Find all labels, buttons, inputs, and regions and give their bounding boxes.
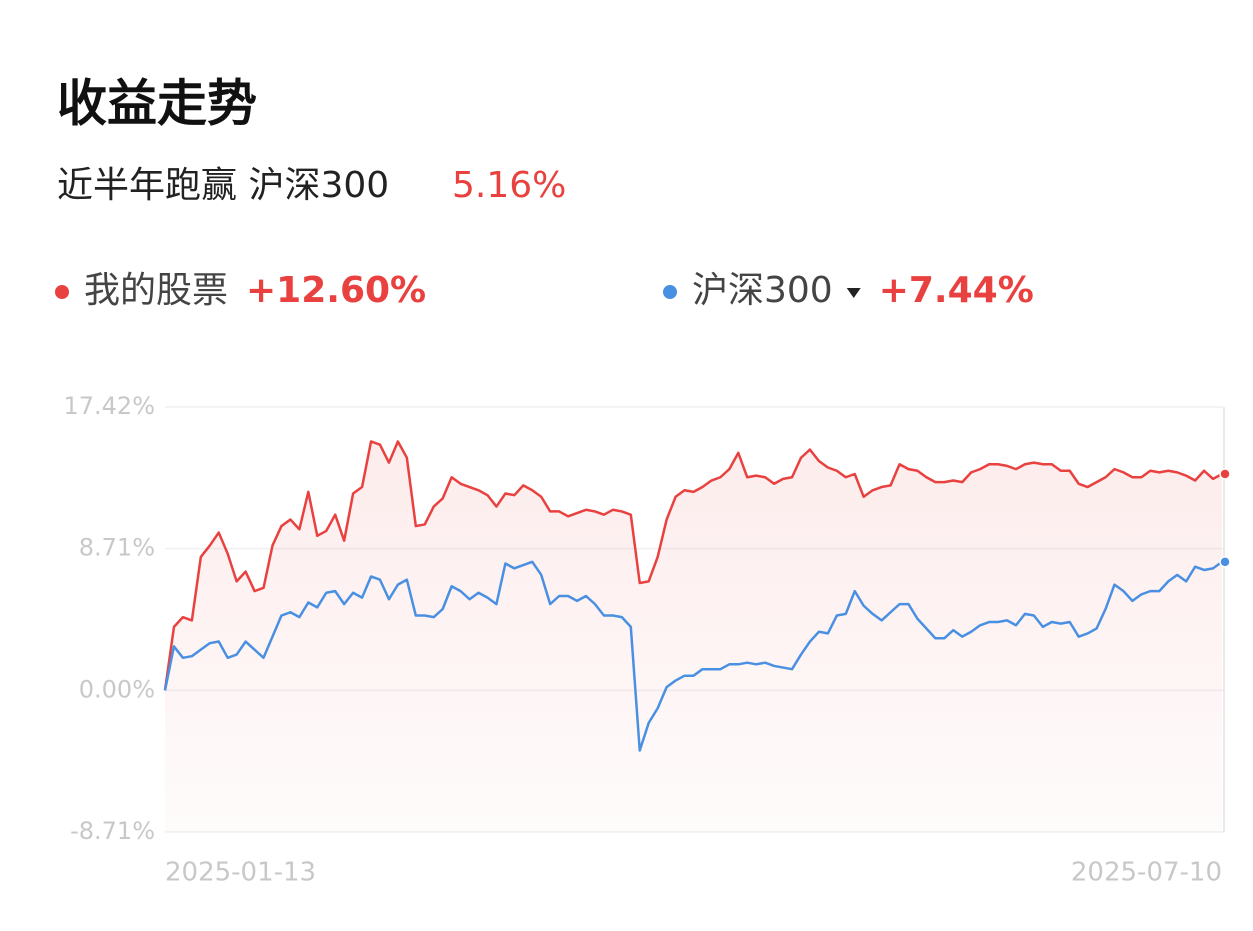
dropdown-arrow[interactable]	[846, 288, 861, 298]
y-tick-label: 0.00%	[79, 675, 155, 703]
legend-dot	[55, 285, 69, 299]
y-tick-label: -8.71%	[70, 817, 155, 845]
series-line	[163, 440, 1223, 691]
area-fill	[165, 441, 1222, 832]
end-dot	[1219, 556, 1231, 568]
subtitle: 近半年跑赢 沪深300	[57, 165, 389, 206]
legend: 我的股票 +12.60% 沪深300 +7.44%	[55, 270, 1034, 311]
series-line	[163, 560, 1223, 752]
legend-name: 我的股票	[84, 270, 228, 311]
legend-value: +12.60%	[246, 270, 426, 311]
x-tick-label: 2025-07-10	[1071, 858, 1222, 888]
x-tick-label: 2025-01-13	[165, 858, 316, 888]
outperformance: 5.16%	[452, 165, 566, 206]
title: 收益走势	[57, 75, 257, 133]
legend-dot	[663, 285, 677, 299]
legend-value: +7.44%	[879, 270, 1034, 311]
y-tick-label: 8.71%	[79, 534, 155, 562]
plot: 17.42% 8.71% 0.00% -8.71% 2025-01-13 2025-07-…	[63, 392, 1231, 888]
end-dot	[1219, 468, 1231, 480]
y-tick-label: 17.42%	[63, 392, 155, 420]
legend-name[interactable]: 沪深300	[692, 270, 833, 311]
